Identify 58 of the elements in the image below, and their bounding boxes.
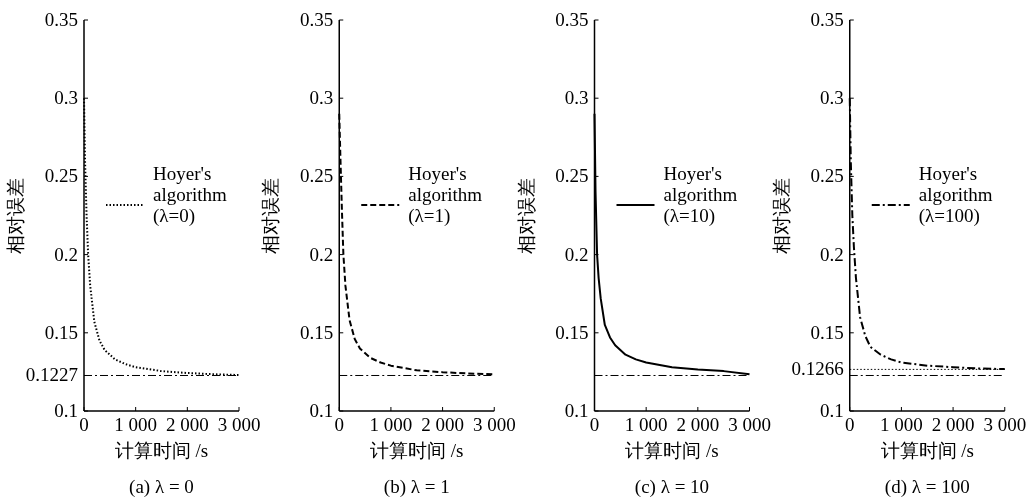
x-tick-label: 0 (79, 414, 89, 435)
x-tick-label: 3 000 (728, 414, 771, 435)
legend-label: Hoyer's algorithm (λ=0) (153, 163, 228, 227)
y-tick-label: 0.2 (54, 243, 78, 265)
y-tick-label: 0.25 (555, 165, 589, 187)
x-axis-title: 计算时间 /s (114, 440, 209, 461)
text: (d) λ = 100 (884, 476, 970, 498)
y-tick-label: 0.3 (564, 87, 589, 109)
y-tick-label: 0.25 (810, 165, 844, 187)
y-tick-label: 0.2 (309, 243, 334, 265)
y-tick-label: 0.15 (44, 321, 78, 343)
x-tick-label: 1 000 (114, 414, 158, 435)
y-tick-label: 0.3 (54, 87, 78, 109)
x-tick-label: 0 (334, 414, 344, 435)
x-tick-label: 2 000 (421, 414, 464, 435)
x-tick-label: 0 (589, 414, 600, 435)
y-tick-label: 0.3 (309, 87, 334, 109)
y-tick-label: 0.1 (820, 400, 844, 421)
y-tick-label: 0.15 (555, 321, 589, 343)
x-tick-label: 1 000 (624, 414, 668, 435)
x-tick-label: 1 000 (880, 414, 923, 435)
legend-label: Hoyer's algorithm (λ=10) (663, 163, 738, 227)
y-tick-label: 0.3 (820, 87, 844, 109)
x-axis-title: 计算时间 /s (880, 440, 974, 461)
y-tick-label: 0.35 (810, 9, 844, 30)
x-tick-label: 1 000 (369, 414, 413, 435)
y-tick-label: 0.1 (564, 400, 589, 421)
y-tick-label: 0.15 (810, 321, 844, 343)
y-axis-title: 相对误差 (770, 177, 792, 254)
y-axis-title: 相对误差 (5, 177, 26, 254)
x-tick-label: 0 (845, 414, 855, 435)
y-axis-title: 相对误差 (515, 177, 537, 254)
x-tick-label: 2 000 (165, 414, 209, 435)
text: (c) λ = 10 (634, 476, 710, 498)
y-tick-label: 0.1 (54, 400, 78, 421)
y-tick-label: 0.15 (300, 321, 334, 343)
x-tick-label: 2 000 (931, 414, 975, 435)
y-tick-label: 0.1 (309, 400, 334, 421)
text: (b) λ = 1 (383, 476, 450, 498)
legend-label: Hoyer's algorithm (λ=1) (408, 163, 483, 227)
ref-line-label: 0.1266 (791, 358, 844, 380)
x-tick-label: 3 000 (217, 414, 261, 435)
text: (a) λ = 0 (129, 476, 194, 498)
x-axis-title: 计算时间 /s (625, 440, 719, 461)
x-tick-label: 2 000 (676, 414, 720, 435)
y-tick-label: 0.25 (300, 165, 334, 187)
x-tick-label: 3 000 (472, 414, 516, 435)
y-tick-label: 0.2 (820, 243, 844, 265)
x-tick-label: 3 000 (983, 414, 1027, 435)
y-tick-label: 0.35 (300, 9, 334, 30)
y-tick-label: 0.25 (44, 165, 78, 187)
ref-line-label: 0.1227 (25, 364, 78, 386)
y-tick-label: 0.2 (564, 243, 589, 265)
y-tick-label: 0.35 (44, 9, 78, 30)
x-axis-title: 计算时间 /s (370, 440, 464, 461)
legend-label: Hoyer's algorithm (λ=100) (918, 163, 993, 227)
y-axis-title: 相对误差 (260, 177, 282, 254)
y-tick-label: 0.35 (555, 9, 589, 30)
